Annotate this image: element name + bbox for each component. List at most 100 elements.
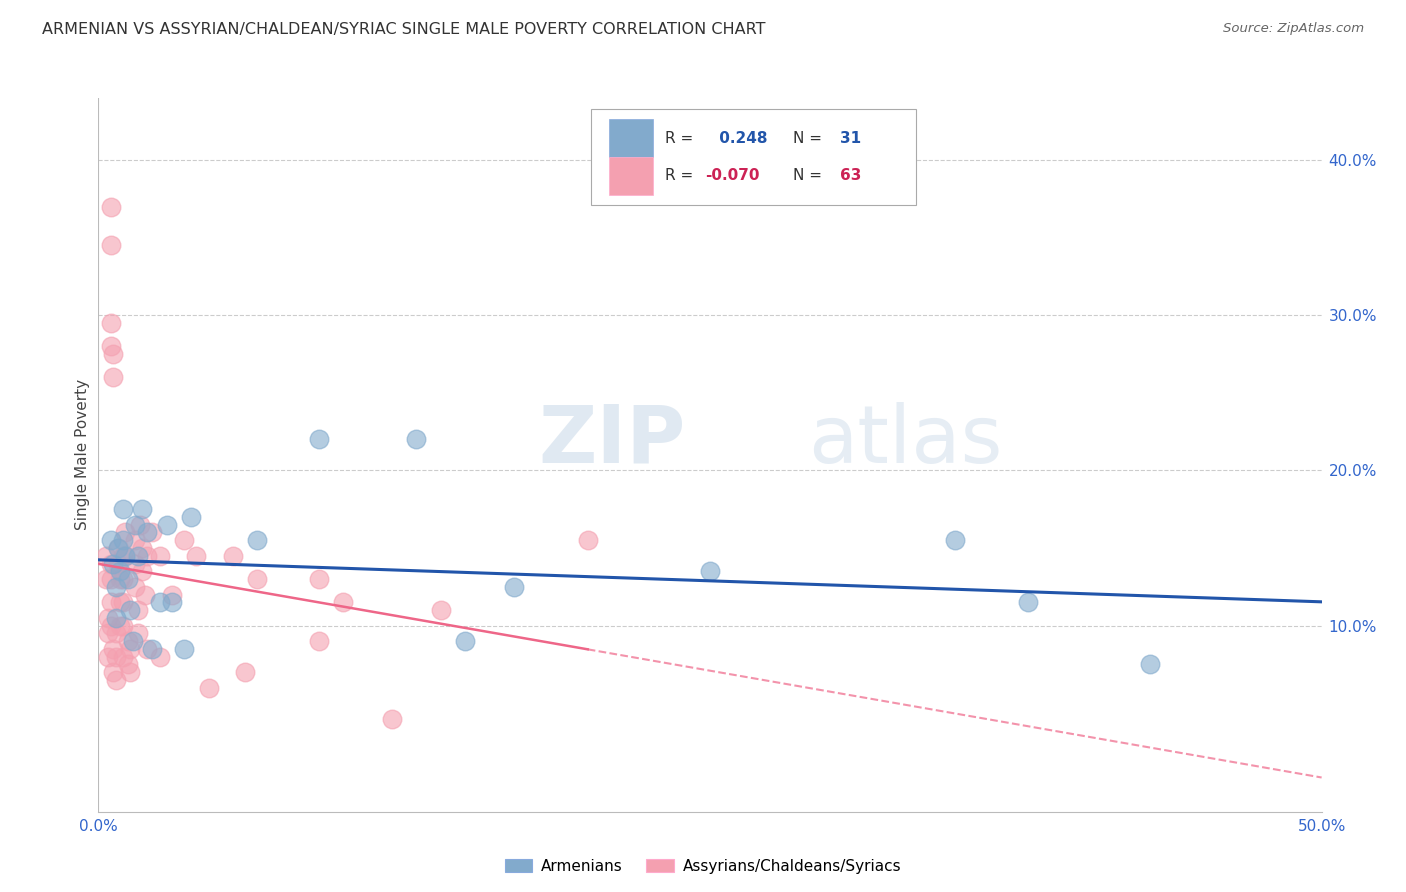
Point [100,572,122,586]
Point [110,572,132,586]
Point [1017,595,1039,609]
Text: N =: N = [793,130,827,145]
Text: 0.248: 0.248 [714,130,768,145]
Point [114,525,136,540]
Text: 31: 31 [839,130,860,145]
Point [141,641,163,656]
Point [110,564,132,578]
Point [381,712,404,726]
Point [104,673,127,687]
Point [136,525,159,540]
Point [101,557,124,571]
Point [405,433,427,447]
Point [110,618,132,632]
Point [134,588,156,602]
Point [136,549,159,563]
Point [124,580,146,594]
Point [222,549,245,563]
Point [94,549,117,563]
Text: R =: R = [665,130,697,145]
Point [124,517,146,532]
Text: ARMENIAN VS ASSYRIAN/CHALDEAN/SYRIAC SINGLE MALE POVERTY CORRELATION CHART: ARMENIAN VS ASSYRIAN/CHALDEAN/SYRIAC SIN… [42,22,766,37]
Point [160,595,183,609]
Point [101,370,124,384]
Point [246,572,269,586]
Point [156,517,179,532]
Point [101,347,124,361]
Point [131,502,153,516]
Point [149,649,172,664]
Point [197,681,219,695]
Point [308,634,330,648]
Y-axis label: Single Male Poverty: Single Male Poverty [75,379,90,531]
Point [127,603,149,617]
Point [104,649,127,664]
Point [120,641,142,656]
Point [111,572,134,586]
FancyBboxPatch shape [592,109,915,205]
Point [111,595,134,609]
Text: 63: 63 [839,169,860,184]
Point [104,580,127,594]
Point [111,502,134,516]
Point [186,549,208,563]
Point [101,641,124,656]
Point [117,657,139,672]
Point [110,595,132,609]
Point [104,611,127,625]
Point [576,533,599,548]
Point [100,200,122,214]
Point [100,618,122,632]
Point [101,665,124,679]
Point [100,533,122,548]
Point [943,533,966,548]
Point [114,549,136,563]
Point [454,634,477,648]
Text: ZIP: ZIP [538,401,686,480]
Point [107,557,129,571]
Text: R =: R = [665,169,697,184]
Point [117,572,139,586]
Point [129,517,152,532]
Point [104,626,127,640]
Point [97,611,120,625]
Point [430,603,453,617]
Point [100,339,122,353]
Point [120,665,142,679]
Point [131,564,153,578]
Point [141,525,163,540]
Point [114,549,136,563]
Point [127,626,149,640]
Point [100,557,122,571]
Point [107,541,129,555]
Point [332,595,354,609]
Point [180,510,202,524]
Point [100,238,122,252]
Point [308,433,330,447]
Point [111,533,134,548]
Point [136,641,159,656]
Point [97,626,120,640]
Point [233,665,256,679]
Point [308,572,330,586]
Point [121,634,143,648]
Text: atlas: atlas [808,401,1002,480]
Point [120,603,142,617]
Point [503,580,526,594]
Point [160,588,183,602]
Point [111,618,134,632]
Text: Source: ZipAtlas.com: Source: ZipAtlas.com [1223,22,1364,36]
Point [246,533,269,548]
FancyBboxPatch shape [609,157,652,195]
Point [100,316,122,330]
Point [94,572,117,586]
Point [111,649,134,664]
Point [149,595,172,609]
Point [699,564,721,578]
Point [127,549,149,563]
Point [117,634,139,648]
Point [149,549,172,563]
Point [100,595,122,609]
Text: N =: N = [793,169,827,184]
Point [173,533,195,548]
